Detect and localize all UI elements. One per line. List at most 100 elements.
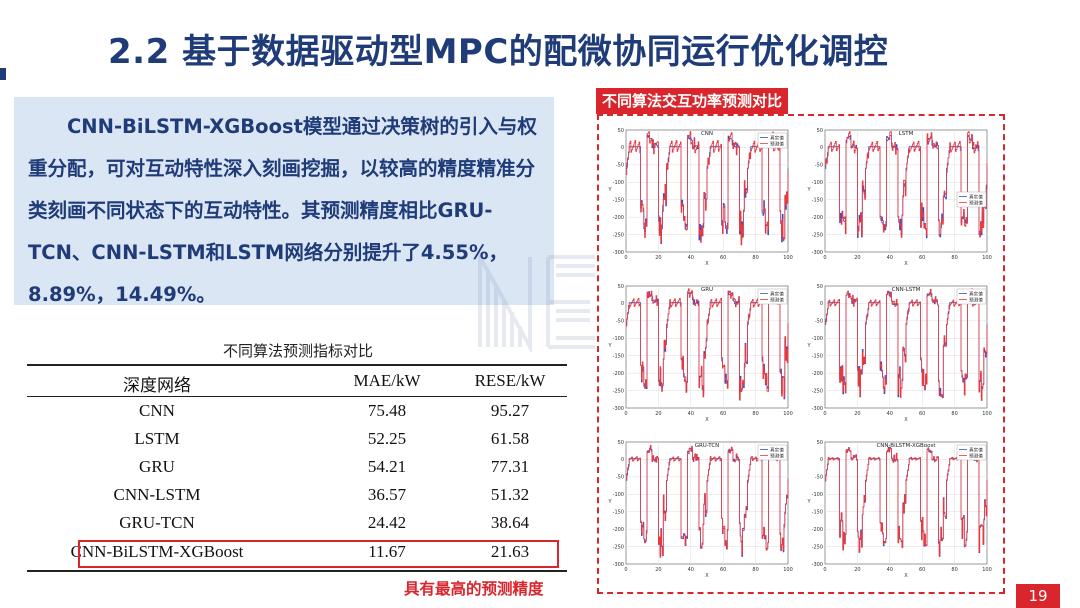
legend-label: 预测值 bbox=[969, 296, 983, 303]
legend-label: 真实值 bbox=[969, 290, 983, 297]
table-caption: 不同算法预测指标对比 bbox=[222, 342, 373, 360]
x-tick-label: 0 bbox=[823, 567, 826, 573]
page-number: 19 bbox=[1016, 584, 1060, 608]
cell-mae: 52.25 bbox=[367, 429, 407, 448]
x-tick-label: 100 bbox=[982, 411, 992, 417]
y-tick-label: -50 bbox=[616, 163, 624, 169]
legend-box bbox=[757, 132, 788, 149]
legend-box bbox=[956, 288, 987, 305]
y-tick-label: 0 bbox=[621, 301, 624, 307]
chart-panel-label: 不同算法交互功率预测对比 bbox=[596, 88, 789, 114]
chart-title: CNN-BiLSTM-XGBoost bbox=[876, 443, 936, 449]
x-tick-label: 0 bbox=[823, 411, 826, 417]
y-tick-label: -250 bbox=[613, 388, 624, 394]
series-line bbox=[626, 447, 789, 557]
x-axis-label: X bbox=[904, 573, 908, 579]
cell-rese: 51.32 bbox=[490, 485, 530, 504]
x-tick-label: 40 bbox=[688, 411, 694, 417]
x-tick-label: 60 bbox=[720, 255, 726, 261]
chart-title: CNN bbox=[701, 131, 713, 137]
x-tick-label: 0 bbox=[624, 567, 627, 573]
table-header-row: 深度网络 MAE/kW RESE/kW bbox=[27, 367, 567, 395]
table-bottom-rule bbox=[27, 570, 567, 572]
series-line bbox=[825, 131, 988, 238]
x-tick-label: 80 bbox=[951, 567, 957, 573]
cell-rese: 21.63 bbox=[490, 542, 530, 561]
y-tick-label: -300 bbox=[812, 562, 823, 568]
cell-mae: 36.57 bbox=[367, 485, 407, 504]
cell-mae: 11.67 bbox=[368, 542, 406, 561]
best-row-highlight-box bbox=[78, 540, 559, 568]
y-tick-label: 50 bbox=[618, 440, 624, 446]
chart-title: CNN-LSTM bbox=[892, 287, 921, 293]
x-tick-label: 80 bbox=[752, 255, 758, 261]
y-axis-label: Y bbox=[607, 187, 612, 193]
table-top-rule bbox=[27, 364, 567, 366]
y-tick-label: -250 bbox=[812, 388, 823, 394]
y-tick-label: 50 bbox=[618, 128, 624, 134]
y-tick-label: 0 bbox=[820, 457, 823, 463]
y-axis-label: Y bbox=[806, 187, 811, 193]
table-row-best: CNN-BiLSTM-XGBoost 11.67 21.63 bbox=[27, 538, 567, 566]
cell-rese: 61.58 bbox=[490, 429, 530, 448]
highlight-note: 具有最高的预测精度 bbox=[404, 580, 544, 598]
x-tick-label: 40 bbox=[887, 411, 893, 417]
y-tick-label: -100 bbox=[613, 492, 624, 498]
x-tick-label: 80 bbox=[951, 255, 957, 261]
legend-box bbox=[956, 444, 987, 461]
cell-mae: 75.48 bbox=[367, 401, 407, 420]
legend-label: 预测值 bbox=[770, 140, 784, 147]
legend-label: 真实值 bbox=[770, 446, 784, 453]
y-tick-label: -200 bbox=[812, 215, 823, 221]
x-tick-label: 40 bbox=[688, 255, 694, 261]
y-tick-label: -200 bbox=[613, 215, 624, 221]
legend-label: 预测值 bbox=[770, 296, 784, 303]
title-accent-bar bbox=[0, 68, 6, 80]
y-tick-label: 50 bbox=[817, 128, 823, 134]
cell-rese: 95.27 bbox=[490, 401, 530, 420]
cell-rese: 38.64 bbox=[490, 513, 530, 532]
y-tick-label: -250 bbox=[613, 232, 624, 238]
legend-box bbox=[757, 444, 788, 461]
y-tick-label: -150 bbox=[613, 354, 624, 360]
y-tick-label: -200 bbox=[812, 527, 823, 533]
y-tick-label: 50 bbox=[817, 284, 823, 290]
y-tick-label: -250 bbox=[613, 544, 624, 550]
y-tick-label: -150 bbox=[812, 198, 823, 204]
y-tick-label: -150 bbox=[812, 354, 823, 360]
y-tick-label: -50 bbox=[616, 475, 624, 481]
y-axis-label: Y bbox=[607, 343, 612, 349]
table-header-rule bbox=[27, 396, 567, 397]
chart-title: GRU-TCN bbox=[695, 443, 720, 449]
x-tick-label: 80 bbox=[752, 411, 758, 417]
x-tick-label: 20 bbox=[854, 411, 860, 417]
y-tick-label: 0 bbox=[820, 301, 823, 307]
cell-network: LSTM bbox=[134, 429, 180, 448]
y-tick-label: -300 bbox=[812, 406, 823, 412]
y-axis-label: Y bbox=[806, 499, 811, 505]
x-tick-label: 100 bbox=[783, 255, 793, 261]
y-axis-label: Y bbox=[806, 343, 811, 349]
x-axis-label: X bbox=[705, 417, 709, 423]
y-tick-label: -100 bbox=[613, 180, 624, 186]
y-tick-label: 50 bbox=[618, 284, 624, 290]
table-row: CNN 75.48 95.27 bbox=[27, 397, 567, 425]
x-axis-label: X bbox=[904, 417, 908, 423]
y-tick-label: -100 bbox=[613, 336, 624, 342]
x-axis-label: X bbox=[705, 573, 709, 579]
cell-rese: 77.31 bbox=[490, 457, 530, 476]
x-tick-label: 60 bbox=[919, 567, 925, 573]
legend-label: 预测值 bbox=[770, 452, 784, 459]
chart-title: LSTM bbox=[899, 131, 914, 137]
legend-label: 真实值 bbox=[770, 134, 784, 141]
series-line bbox=[626, 131, 789, 246]
x-tick-label: 20 bbox=[655, 255, 661, 261]
cell-mae: 54.21 bbox=[367, 457, 407, 476]
y-tick-label: -250 bbox=[812, 232, 823, 238]
x-tick-label: 80 bbox=[752, 567, 758, 573]
